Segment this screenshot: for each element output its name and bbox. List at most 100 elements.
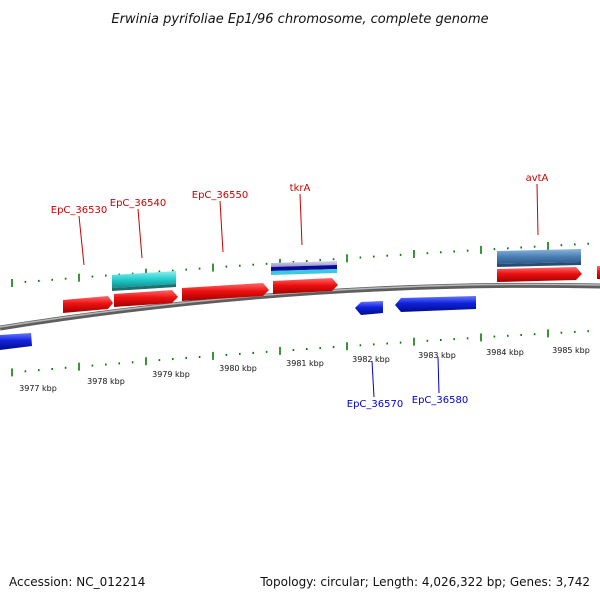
axis-labels: 3977 kbp 3978 kbp 3979 kbp 3980 kbp 3981… bbox=[19, 346, 590, 393]
minor-tick bbox=[105, 363, 107, 366]
gene-label-EpC_36550: EpC_36550 bbox=[192, 190, 248, 253]
minor-tick bbox=[426, 252, 429, 255]
lower-tick-track bbox=[11, 329, 589, 377]
svg-text:EpC_36570: EpC_36570 bbox=[347, 399, 403, 410]
minor-tick bbox=[359, 344, 362, 347]
minor-tick bbox=[332, 346, 335, 349]
minor-tick bbox=[440, 251, 442, 254]
axis-label: 3984 kbp bbox=[486, 348, 524, 357]
reverse-gene-EpC_36570[interactable] bbox=[355, 301, 383, 315]
minor-tick bbox=[520, 334, 522, 336]
svg-text:EpC_36540: EpC_36540 bbox=[110, 198, 166, 209]
axis-label: 3979 kbp bbox=[152, 370, 190, 379]
minor-tick bbox=[252, 263, 254, 266]
minor-tick bbox=[292, 349, 295, 351]
minor-tick bbox=[185, 268, 187, 271]
minor-tick bbox=[64, 366, 67, 369]
minor-tick bbox=[426, 339, 429, 342]
forward-gene-avtA[interactable] bbox=[497, 267, 582, 282]
major-tick bbox=[547, 241, 549, 250]
minor-tick bbox=[386, 254, 388, 257]
chromosome-backbone bbox=[0, 282, 600, 331]
feature-avtA-block[interactable] bbox=[497, 249, 581, 267]
minor-tick bbox=[399, 341, 402, 344]
svg-text:EpC_36550: EpC_36550 bbox=[192, 190, 248, 201]
minor-tick bbox=[225, 265, 228, 268]
reverse-gene-partial-left[interactable] bbox=[0, 333, 32, 350]
major-tick bbox=[413, 337, 415, 346]
major-tick bbox=[145, 357, 147, 366]
minor-tick bbox=[319, 347, 321, 350]
gene-label-EpC_36580: EpC_36580 bbox=[412, 356, 468, 406]
forward-gene-EpC_36540[interactable] bbox=[114, 290, 178, 307]
forward-gene-partial-right[interactable] bbox=[597, 266, 600, 279]
minor-tick bbox=[574, 243, 576, 246]
minor-tick bbox=[292, 261, 295, 263]
axis-label: 3982 kbp bbox=[352, 355, 390, 364]
minor-tick bbox=[332, 258, 335, 261]
minor-tick bbox=[239, 352, 241, 355]
minor-tick bbox=[51, 278, 53, 281]
minor-tick bbox=[520, 246, 522, 249]
major-tick bbox=[78, 362, 80, 371]
axis-label: 3981 kbp bbox=[286, 359, 324, 368]
minor-tick bbox=[453, 250, 455, 253]
major-tick bbox=[11, 279, 13, 287]
minor-tick bbox=[265, 350, 268, 353]
forward-gene-EpC_36530[interactable] bbox=[63, 296, 113, 313]
minor-tick bbox=[373, 255, 375, 258]
major-tick bbox=[145, 268, 147, 277]
forward-gene-tkrA[interactable] bbox=[273, 278, 338, 294]
accession-text: Accession: NC_012214 bbox=[9, 575, 145, 589]
genome-summary-text: Topology: circular; Length: 4,026,322 bp… bbox=[259, 575, 590, 589]
major-tick bbox=[212, 351, 214, 360]
minor-tick bbox=[38, 279, 40, 282]
minor-tick bbox=[91, 275, 94, 278]
major-tick bbox=[480, 333, 482, 342]
axis-label: 3977 kbp bbox=[19, 384, 57, 393]
gene-label-EpC_36540: EpC_36540 bbox=[110, 198, 166, 259]
minor-tick bbox=[319, 259, 321, 262]
minor-tick bbox=[560, 244, 563, 247]
minor-tick bbox=[252, 351, 254, 354]
major-tick bbox=[78, 273, 80, 282]
minor-tick bbox=[493, 335, 496, 338]
svg-text:avtA: avtA bbox=[526, 173, 549, 184]
major-tick bbox=[346, 342, 348, 351]
upper-tick-track bbox=[11, 241, 589, 287]
minor-tick bbox=[38, 369, 40, 372]
minor-tick bbox=[466, 249, 469, 252]
feature-cyan-block[interactable] bbox=[112, 271, 176, 291]
minor-tick bbox=[24, 370, 27, 373]
minor-tick bbox=[64, 277, 67, 280]
minor-tick bbox=[185, 357, 187, 359]
map-title: Erwinia pyrifoliae Ep1/96 chromosome, co… bbox=[111, 12, 488, 27]
minor-tick bbox=[373, 343, 375, 346]
minor-tick bbox=[131, 272, 134, 275]
minor-tick bbox=[118, 362, 120, 365]
minor-tick bbox=[507, 334, 509, 337]
svg-text:tkrA: tkrA bbox=[290, 183, 311, 194]
minor-tick bbox=[105, 274, 107, 277]
forward-gene-EpC_36550[interactable] bbox=[182, 283, 269, 301]
major-tick bbox=[413, 250, 415, 258]
feature-tkrA-stack[interactable] bbox=[271, 261, 337, 275]
minor-tick bbox=[533, 245, 536, 248]
minor-tick bbox=[24, 280, 27, 283]
gene-label-avtA: avtA bbox=[526, 173, 549, 236]
minor-tick bbox=[265, 262, 268, 265]
minor-tick bbox=[306, 260, 308, 262]
minor-tick bbox=[198, 267, 201, 270]
svg-text:EpC_36580: EpC_36580 bbox=[412, 395, 468, 406]
minor-tick bbox=[225, 353, 228, 356]
minor-tick bbox=[440, 339, 442, 341]
minor-tick bbox=[507, 247, 509, 250]
minor-tick bbox=[466, 337, 469, 340]
major-tick bbox=[480, 245, 482, 254]
minor-tick bbox=[587, 330, 589, 333]
minor-tick bbox=[399, 253, 402, 256]
minor-tick bbox=[359, 256, 362, 259]
gene-label-EpC_36570: EpC_36570 bbox=[347, 360, 403, 410]
reverse-gene-EpC_36580[interactable] bbox=[395, 296, 476, 312]
